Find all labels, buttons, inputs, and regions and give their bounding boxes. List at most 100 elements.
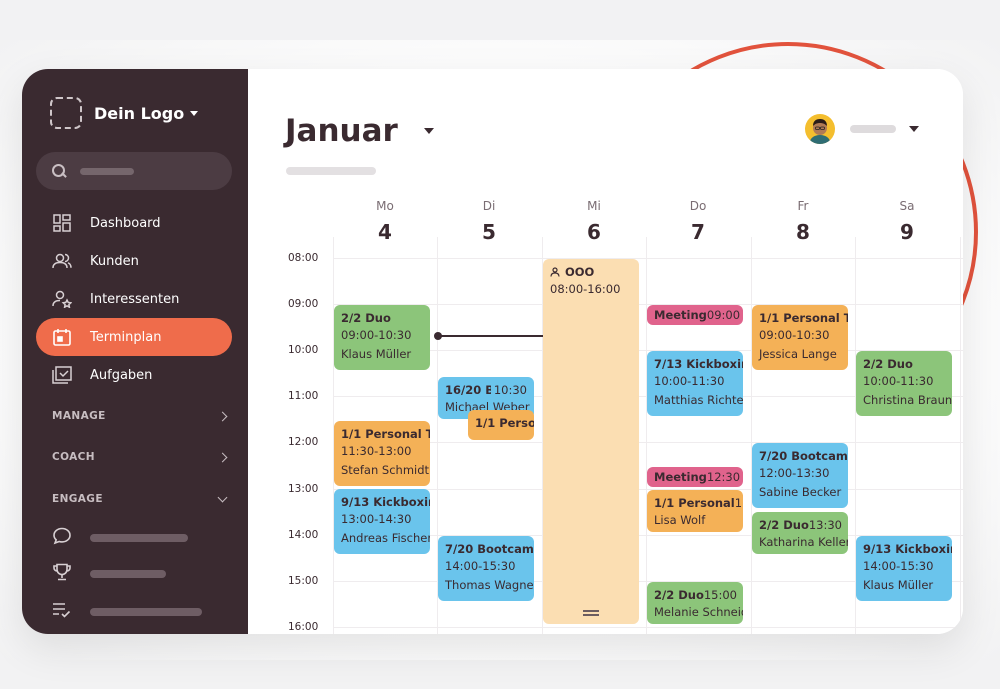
grid-line bbox=[333, 258, 963, 259]
event-card[interactable]: 2/2 Duo 09:00-10:30 Klaus Müller bbox=[334, 305, 430, 370]
sidebar-item-interessenten[interactable]: Interessenten bbox=[36, 280, 232, 318]
section-coach[interactable]: COACH bbox=[52, 451, 232, 463]
sidebar-item-label: Interessenten bbox=[90, 291, 180, 307]
logo-switcher[interactable]: Dein Logo bbox=[50, 97, 199, 129]
search-icon bbox=[52, 164, 66, 178]
section-engage[interactable]: ENGAGE bbox=[52, 492, 232, 505]
event-title: 1/1 Personal bbox=[654, 496, 735, 510]
search-input[interactable] bbox=[80, 167, 134, 175]
event-card[interactable]: 1/1 Personal Training 09:00-10:30 Jessic… bbox=[752, 305, 848, 370]
day-header: Di 5 bbox=[437, 199, 541, 244]
day-name: Sa bbox=[899, 199, 915, 213]
day-header: Mo 4 bbox=[333, 199, 437, 244]
event-card[interactable]: 1/1 Personal Training bbox=[468, 410, 534, 440]
tasks-icon bbox=[52, 365, 72, 385]
event-title: 16/20 Bootcamp bbox=[445, 383, 491, 397]
event-title: 1/1 Personal Training bbox=[475, 416, 534, 430]
time-label: 09:00 bbox=[288, 298, 319, 310]
event-time: 10:00-11:30 bbox=[654, 374, 725, 388]
placeholder-bar bbox=[90, 570, 166, 578]
day-number: 4 bbox=[378, 220, 392, 244]
sidebar-item-dashboard[interactable]: Dashboard bbox=[36, 204, 232, 242]
event-card[interactable]: 7/20 Bootcamp 12:00-13:30 Sabine Becker bbox=[752, 443, 848, 508]
placeholder-bar bbox=[90, 608, 202, 616]
event-time: 10:00-11:30 bbox=[863, 374, 934, 388]
event-time: 14:00-15:30 bbox=[445, 559, 516, 573]
event-card[interactable]: 2/2 Duo 13:30 Katharina Keller bbox=[752, 512, 848, 554]
event-card[interactable]: 1/1 Personal Training 11:30-13:00 Stefan… bbox=[334, 421, 430, 486]
event-person: Melanie Schneider bbox=[654, 605, 743, 619]
day-name: Di bbox=[482, 199, 496, 213]
time-label: 14:00 bbox=[288, 529, 319, 541]
event-card[interactable]: Meeting 12:30 bbox=[647, 467, 743, 487]
section-label: COACH bbox=[52, 451, 95, 463]
sidebar-item-kunden[interactable]: Kunden bbox=[36, 242, 232, 280]
sidebar-item-aufgaben[interactable]: Aufgaben bbox=[36, 356, 232, 394]
month-title[interactable]: Januar bbox=[285, 113, 398, 149]
resize-handle-icon[interactable] bbox=[583, 610, 599, 616]
placeholder-bar bbox=[90, 534, 188, 542]
users-icon bbox=[52, 251, 72, 271]
event-title: 7/20 Bootcamp bbox=[759, 449, 848, 463]
section-manage[interactable]: MANAGE bbox=[52, 410, 232, 422]
event-card[interactable]: 7/20 Bootcamp 14:00-15:30 Thomas Wagner bbox=[438, 536, 534, 601]
event-title: 7/13 Kickboxing bbox=[654, 357, 743, 371]
event-title: 9/13 Kickboxing bbox=[341, 495, 430, 509]
event-time: 12:00-13:30 bbox=[759, 466, 830, 480]
current-time-dot bbox=[434, 332, 442, 340]
engage-item[interactable] bbox=[52, 527, 188, 549]
event-card[interactable]: Meeting 09:00 bbox=[647, 305, 743, 325]
event-card[interactable]: 9/13 Kickboxing 13:00-14:30 Andreas Fisc… bbox=[334, 489, 430, 554]
engage-item[interactable] bbox=[52, 563, 166, 585]
event-card[interactable]: 7/13 Kickboxing 10:00-11:30 Matthias Ric… bbox=[647, 351, 743, 416]
event-time: 10:30 bbox=[493, 383, 527, 397]
time-label: 08:00 bbox=[288, 252, 319, 264]
grid-line bbox=[333, 350, 963, 351]
time-label: 12:00 bbox=[288, 436, 319, 448]
engage-item[interactable] bbox=[52, 601, 202, 623]
sidebar-item-terminplan[interactable]: Terminplan bbox=[36, 318, 232, 356]
section-label: ENGAGE bbox=[52, 493, 103, 505]
search-bar[interactable] bbox=[36, 152, 232, 190]
event-title: OOO bbox=[565, 265, 595, 279]
chevron-right-icon bbox=[217, 411, 228, 421]
event-person: Katharina Keller bbox=[759, 535, 848, 549]
grid-line bbox=[437, 237, 438, 634]
event-person: Klaus Müller bbox=[341, 347, 412, 361]
event-time: 12:30 bbox=[706, 470, 741, 484]
event-person: Jessica Lange bbox=[759, 347, 837, 361]
event-card[interactable]: 1/1 Personal13:00 Lisa Wolf bbox=[647, 490, 743, 532]
day-name: Mo bbox=[376, 199, 394, 213]
event-title: 2/2 Duo bbox=[654, 588, 704, 602]
time-label: 13:00 bbox=[288, 483, 319, 495]
chevron-down-icon[interactable] bbox=[909, 126, 919, 132]
event-person: Stefan Schmidt bbox=[341, 463, 430, 477]
event-time: 11:30-13:00 bbox=[341, 444, 412, 458]
grid-line bbox=[855, 237, 856, 634]
event-time: 08:00-16:00 bbox=[550, 282, 621, 296]
event-card[interactable]: 2/2 Duo 10:00-11:30 Christina Braun bbox=[856, 351, 952, 416]
trophy-icon bbox=[52, 563, 72, 585]
day-name: Mi bbox=[587, 199, 601, 213]
sidebar-item-label: Aufgaben bbox=[90, 367, 153, 383]
sidebar-item-label: Kunden bbox=[90, 253, 139, 269]
event-title: Meeting bbox=[654, 470, 707, 484]
logo-text: Dein Logo bbox=[94, 103, 185, 123]
day-name: Do bbox=[689, 199, 707, 213]
event-time: 14:00-15:30 bbox=[863, 559, 934, 573]
checklist-icon bbox=[52, 601, 72, 623]
avatar[interactable] bbox=[805, 114, 835, 144]
day-header: Mi 6 bbox=[542, 199, 646, 244]
event-card[interactable]: OOO 08:00-16:00 bbox=[543, 259, 639, 624]
grid-line bbox=[542, 237, 543, 634]
main-panel: Januar Mo 4 Di 5 Mi 6 Do 7 Fr 8 Sa bbox=[248, 69, 963, 634]
chevron-right-icon bbox=[217, 452, 228, 462]
event-card[interactable]: 9/13 Kickboxing 14:00-15:30 Klaus Müller bbox=[856, 536, 952, 601]
logo-placeholder-icon bbox=[50, 97, 82, 129]
event-title: 2/2 Duo bbox=[863, 357, 913, 371]
sidebar-item-label: Terminplan bbox=[90, 329, 162, 345]
chevron-down-icon[interactable] bbox=[424, 128, 434, 134]
grid-line bbox=[333, 581, 963, 582]
grid-line bbox=[646, 237, 647, 634]
